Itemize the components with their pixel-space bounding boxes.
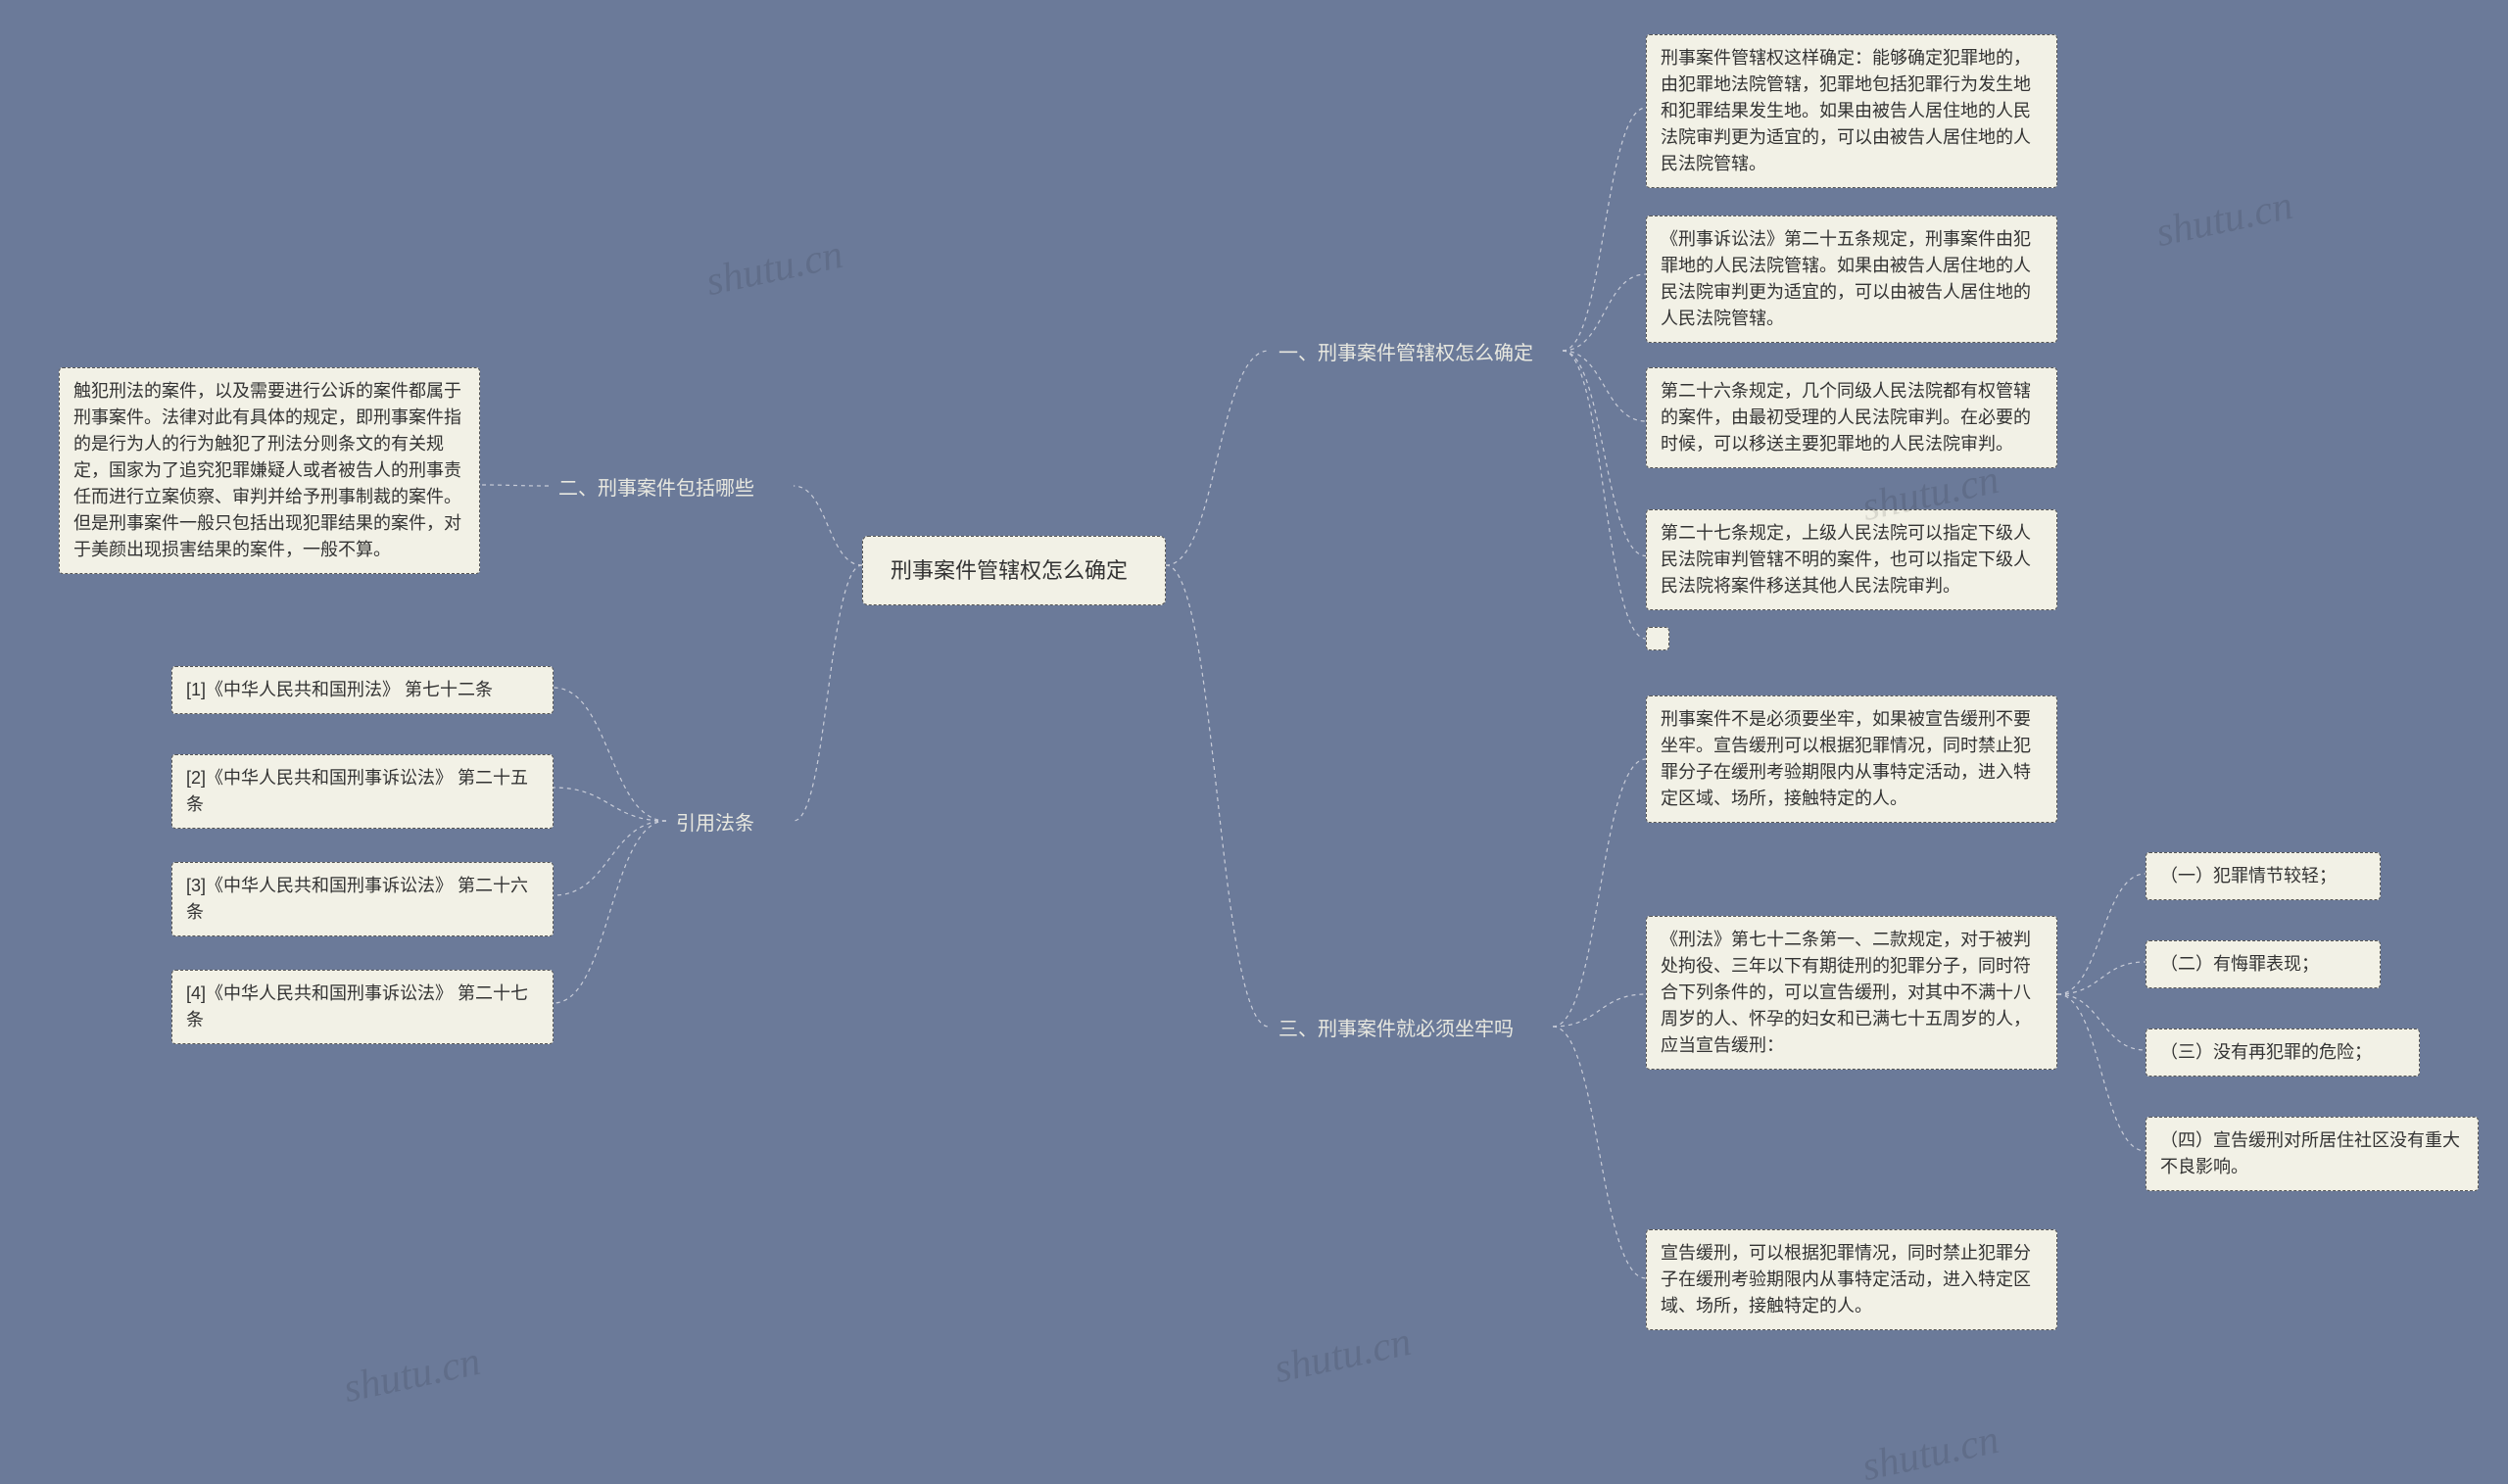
mindmap-node: （一）犯罪情节较轻； [2146, 852, 2381, 900]
connectors-layer [0, 0, 2508, 1484]
watermark: shutu.cn [2152, 182, 2297, 257]
watermark: shutu.cn [1271, 1318, 1416, 1393]
mindmap-node: 二、刑事案件包括哪些 [549, 468, 794, 509]
mindmap-node: （四）宣告缓刑对所居住社区没有重大不良影响。 [2146, 1117, 2479, 1191]
mindmap-node: 刑事案件不是必须要坐牢，如果被宣告缓刑不要坐牢。宣告缓刑可以根据犯罪情况，同时禁… [1646, 695, 2057, 823]
mindmap-node: 《刑事诉讼法》第二十五条规定，刑事案件由犯罪地的人民法院管辖。如果由被告人居住地… [1646, 215, 2057, 343]
watermark: shutu.cn [1858, 1416, 2003, 1484]
mindmap-root: 刑事案件管辖权怎么确定 [862, 536, 1166, 605]
watermark: shutu.cn [340, 1338, 485, 1412]
mindmap-node: 《刑法》第七十二条第一、二款规定，对于被判处拘役、三年以下有期徒刑的犯罪分子，同… [1646, 916, 2057, 1070]
mindmap-node: 第二十六条规定，几个同级人民法院都有权管辖的案件，由最初受理的人民法院审判。在必… [1646, 367, 2057, 468]
mindmap-node: 三、刑事案件就必须坐牢吗 [1269, 1009, 1553, 1050]
mindmap-node: 第二十七条规定，上级人民法院可以指定下级人民法院审判管辖不明的案件，也可以指定下… [1646, 509, 2057, 610]
watermark: shutu.cn [702, 231, 847, 306]
mindmap-node: 触犯刑法的案件，以及需要进行公诉的案件都属于刑事案件。法律对此有具体的规定，即刑… [59, 367, 480, 574]
mindmap-node: 引用法条 [666, 803, 794, 844]
mindmap-node: 刑事案件管辖权这样确定：能够确定犯罪地的，由犯罪地法院管辖，犯罪地包括犯罪行为发… [1646, 34, 2057, 188]
mindmap-node: [2]《中华人民共和国刑事诉讼法》 第二十五条 [171, 754, 554, 829]
mindmap-node: （三）没有再犯罪的危险； [2146, 1029, 2420, 1077]
mindmap-node: [3]《中华人民共和国刑事诉讼法》 第二十六条 [171, 862, 554, 936]
mindmap-node: 一、刑事案件管辖权怎么确定 [1269, 333, 1563, 374]
mindmap-node: [1]《中华人民共和国刑法》 第七十二条 [171, 666, 554, 714]
mindmap-node: [4]《中华人民共和国刑事诉讼法》 第二十七条 [171, 970, 554, 1044]
mindmap-node [1646, 627, 1669, 650]
mindmap-node: （二）有悔罪表现； [2146, 940, 2381, 988]
mindmap-node: 宣告缓刑，可以根据犯罪情况，同时禁止犯罪分子在缓刑考验期限内从事特定活动，进入特… [1646, 1229, 2057, 1330]
